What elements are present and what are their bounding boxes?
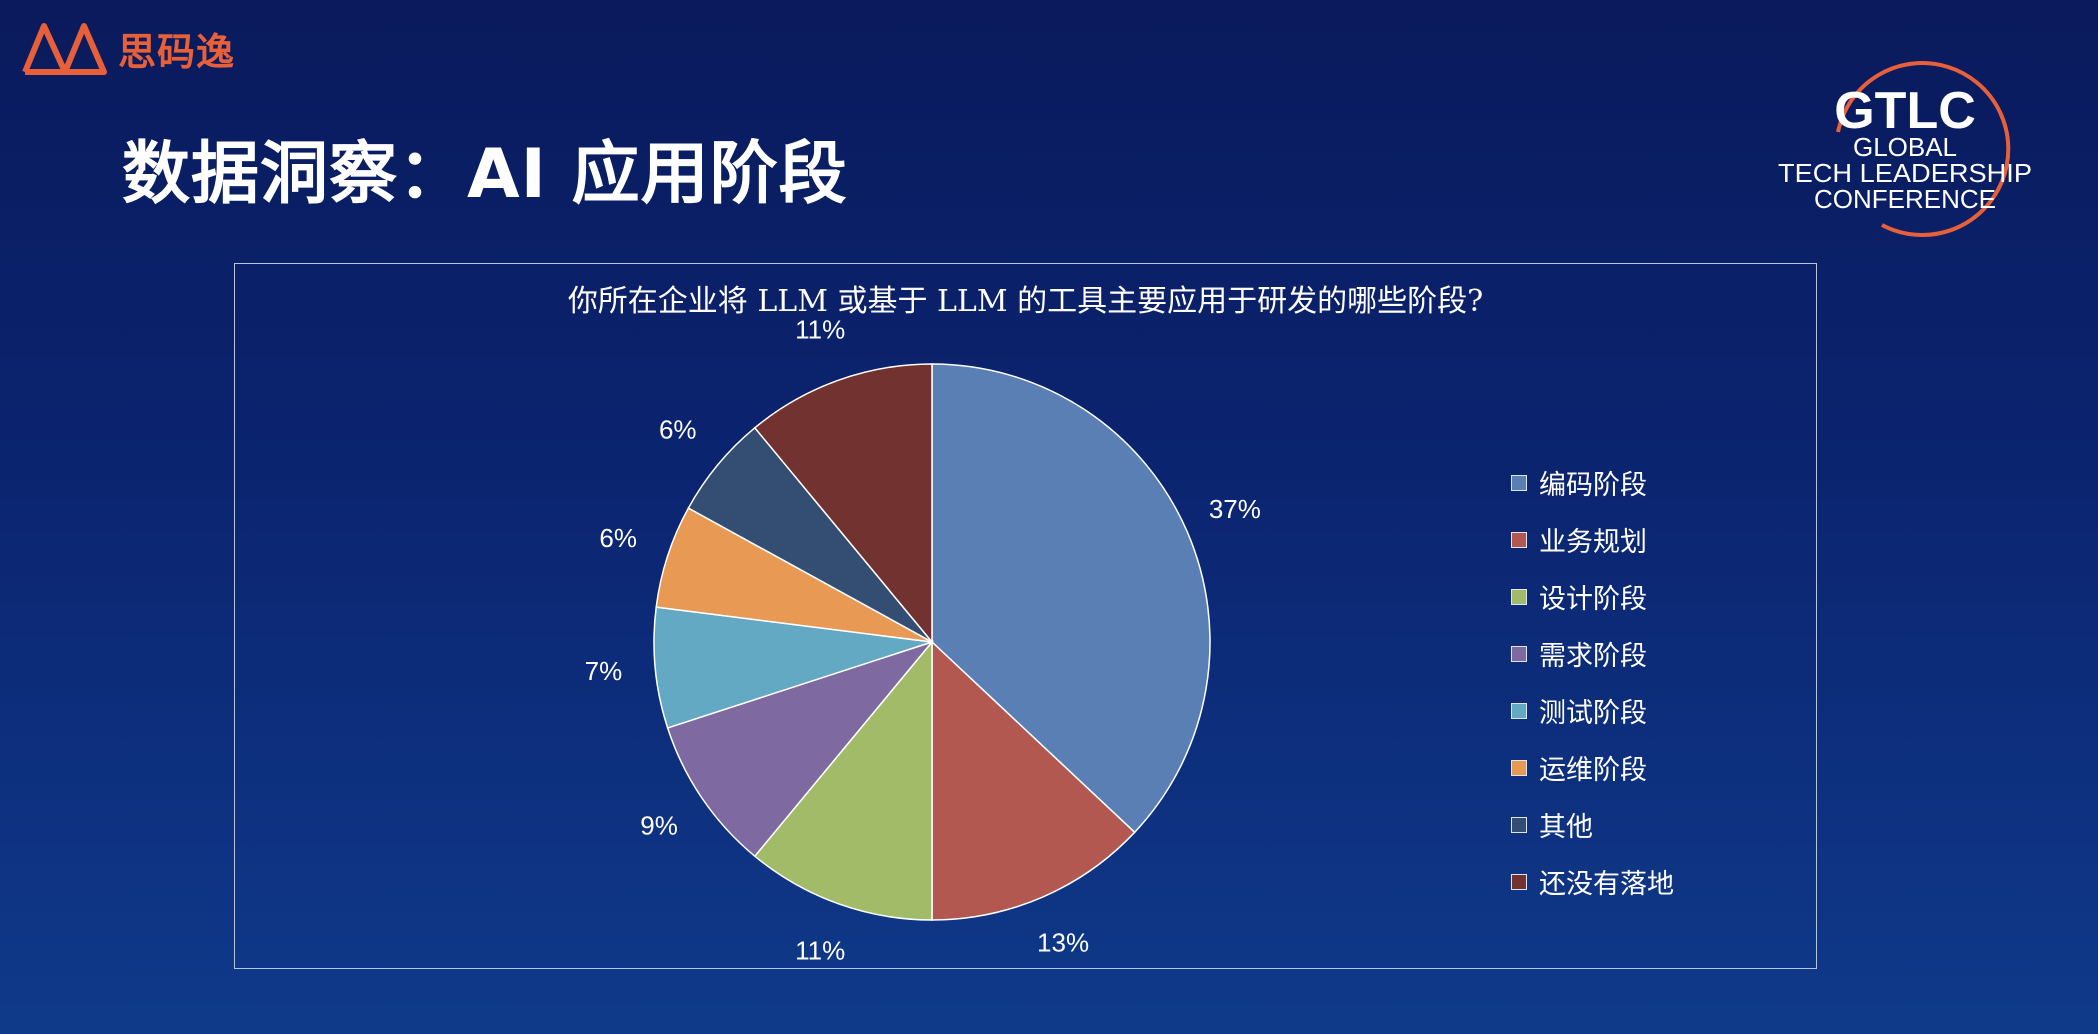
legend-label-6: 其他 xyxy=(1539,812,1593,843)
legend-label-2: 设计阶段 xyxy=(1539,584,1647,615)
legend-item-6: 其他 xyxy=(1511,796,1674,853)
legend-label-7: 还没有落地 xyxy=(1539,869,1674,900)
pie-slice-7 xyxy=(753,363,933,645)
legend-label-0: 编码阶段 xyxy=(1539,470,1647,501)
legend-label-1: 业务规划 xyxy=(1539,527,1647,558)
page-title: 数据洞察：AI 应用阶段 xyxy=(122,135,848,214)
chart-frame: 你所在企业将 LLM 或基于 LLM 的工具主要应用于研发的哪些阶段? 37% 1… xyxy=(234,263,1817,969)
conference-acronym: GTLC xyxy=(1834,82,1976,140)
legend-swatch-3 xyxy=(1511,645,1527,662)
chart-title: 你所在企业将 LLM 或基于 LLM 的工具主要应用于研发的哪些阶段? xyxy=(567,284,1484,319)
pie-data-label-6: 6% xyxy=(659,415,697,445)
legend-item-4: 测试阶段 xyxy=(1511,682,1674,739)
legend-swatch-2 xyxy=(1511,588,1527,605)
legend-swatch-1 xyxy=(1511,531,1527,548)
conference-line-3: CONFERENCE xyxy=(1814,184,1996,214)
pie-data-label-5: 6% xyxy=(599,523,637,553)
legend-label-3: 需求阶段 xyxy=(1539,641,1647,672)
pie-data-label-4: 7% xyxy=(585,656,623,686)
logo-arc-icon xyxy=(1836,61,2011,237)
pie-data-label-3: 9% xyxy=(640,810,678,840)
pie-slice-4 xyxy=(653,606,933,729)
pie-slice-0 xyxy=(931,363,1211,834)
legend-item-7: 还没有落地 xyxy=(1511,853,1674,910)
brand-name: 思码逸 xyxy=(118,29,236,74)
pie-data-label-7: 11% xyxy=(795,314,845,344)
pie-data-label-0: 37% xyxy=(1209,494,1261,524)
pie-slice-3 xyxy=(666,640,935,858)
legend-item-0: 编码阶段 xyxy=(1511,454,1674,511)
legend-swatch-7 xyxy=(1511,873,1527,890)
legend-swatch-0 xyxy=(1511,474,1527,491)
pie-data-label-2: 11% xyxy=(795,935,845,965)
legend-swatch-4 xyxy=(1511,702,1527,719)
legend-item-3: 需求阶段 xyxy=(1511,625,1674,682)
chart-legend: 编码阶段业务规划设计阶段需求阶段测试阶段运维阶段其他还没有落地 xyxy=(1511,454,1674,910)
conference-line-1: GLOBAL xyxy=(1853,132,1957,162)
conference-logo: GTLC GLOBAL TECH LEADERSHIP CONFERENCE xyxy=(1778,61,2032,237)
legend-item-5: 运维阶段 xyxy=(1511,739,1674,796)
mountain-logo-icon xyxy=(22,23,107,75)
legend-item-1: 业务规划 xyxy=(1511,511,1674,568)
conference-line-2: TECH LEADERSHIP xyxy=(1778,158,2032,188)
brand-logo: 思码逸 xyxy=(22,20,235,76)
legend-label-5: 运维阶段 xyxy=(1539,755,1647,786)
legend-swatch-6 xyxy=(1511,816,1527,833)
pie-data-label-1: 13% xyxy=(1037,928,1089,958)
pie-chart: 37% 13% 11% 9% 7% 6% 6% 11% xyxy=(585,314,1261,965)
legend-swatch-5 xyxy=(1511,759,1527,776)
legend-label-4: 测试阶段 xyxy=(1539,698,1647,729)
pie-slice-2 xyxy=(753,639,933,921)
legend-item-2: 设计阶段 xyxy=(1511,568,1674,625)
pie-slice-1 xyxy=(931,640,1136,921)
